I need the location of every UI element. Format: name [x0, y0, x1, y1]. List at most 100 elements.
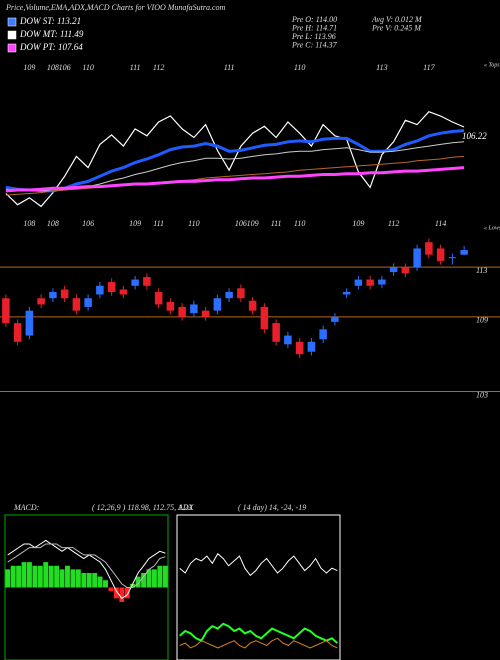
tops-title: « Tops	[484, 62, 500, 68]
candle-body	[378, 279, 386, 285]
low-label: 111	[153, 219, 164, 228]
top-label: 117	[423, 63, 435, 72]
histogram-bar	[130, 583, 136, 588]
legend-swatch	[7, 30, 17, 40]
candle-body	[178, 306, 186, 317]
candle-body	[401, 267, 410, 274]
legend-swatch	[7, 17, 17, 27]
low-label: 106	[82, 219, 94, 228]
low-label: 108	[47, 219, 59, 228]
top-label: 113	[376, 63, 387, 72]
low-label: 110	[188, 219, 199, 228]
info-text: Pre H: 114.71	[291, 23, 337, 32]
top-label: 112	[153, 63, 164, 72]
histogram-bar	[27, 562, 32, 588]
adx-subtitle: ( 14 day) 14, -24, -19	[238, 503, 306, 512]
candle-body	[295, 341, 304, 355]
histogram-bar	[113, 587, 119, 599]
candle-body	[307, 341, 316, 352]
candle-body	[143, 277, 151, 286]
candle-body	[366, 279, 374, 286]
histogram-bar	[162, 565, 168, 588]
histogram-bar	[135, 576, 141, 588]
histogram-bar	[103, 580, 108, 588]
low-label: 108	[23, 219, 35, 228]
candle-body	[166, 301, 175, 311]
histogram-bar	[124, 587, 130, 599]
histogram-bar	[59, 569, 65, 588]
series-line	[5, 155, 465, 196]
panel-frame	[4, 514, 169, 660]
low-label: 109	[247, 219, 259, 228]
histogram-bar	[97, 576, 103, 588]
candle-body	[389, 267, 398, 273]
histogram-bar	[75, 569, 81, 588]
y-tick-label: 113	[476, 266, 487, 275]
candle-body	[107, 282, 116, 292]
candle-body	[60, 289, 69, 299]
candle-body	[284, 335, 292, 345]
top-label: 110	[82, 63, 93, 72]
series-line	[179, 637, 338, 649]
histogram-bar	[81, 573, 87, 588]
candle-body	[319, 329, 327, 340]
histogram-bar	[70, 569, 76, 588]
candle-body	[342, 292, 351, 295]
histogram-bar	[151, 569, 157, 588]
histogram-bar	[86, 573, 92, 588]
low-label: 111	[271, 219, 282, 228]
chart-title: Price,Volume,EMA,ADX,MACD Charts for VIO…	[5, 3, 226, 12]
histogram-bar	[54, 565, 60, 588]
candle-body	[84, 298, 92, 307]
panel-frame	[176, 514, 341, 660]
histogram-bar	[146, 569, 152, 588]
candle-body	[354, 279, 363, 286]
candle-body	[49, 292, 57, 299]
candle-body	[201, 310, 210, 317]
low-label: 112	[388, 219, 399, 228]
info-text: Pre O: 114.00	[291, 15, 337, 24]
histogram-bar	[65, 565, 70, 588]
histogram-bar	[119, 587, 125, 602]
top-label: 106	[59, 63, 71, 72]
series-line	[179, 622, 338, 644]
candle-body	[237, 288, 245, 299]
legend-label: DOW MT: 111.49	[19, 29, 84, 39]
info-text: Pre C: 114.37	[291, 40, 338, 49]
y-tick-label: 109	[476, 316, 488, 325]
low-label: 109	[129, 219, 141, 228]
histogram-bar	[108, 587, 114, 592]
candle-body	[425, 242, 433, 255]
histogram-bar	[5, 569, 11, 588]
legend-label: DOW PT: 107.64	[19, 42, 83, 52]
candle-body	[260, 306, 269, 330]
candle-body	[413, 248, 421, 268]
candle-body	[225, 292, 233, 299]
candle-body	[96, 285, 104, 295]
y-tick-label: 103	[476, 390, 488, 399]
top-label: 108	[47, 63, 59, 72]
candle-body	[436, 248, 445, 261]
candle-body	[448, 257, 457, 259]
low-label: 114	[435, 219, 446, 228]
candle-body	[213, 298, 222, 311]
candle-body	[460, 250, 468, 255]
adx-title: ADX	[177, 503, 195, 512]
last-price: 106.22	[462, 131, 487, 141]
info-text: Pre V: 0.245 M	[371, 23, 422, 32]
legend-swatch	[7, 43, 17, 53]
series-line	[5, 129, 465, 193]
top-label: 111	[130, 63, 141, 72]
top-label: 109	[23, 63, 35, 72]
legend-label: DOW ST: 113.21	[19, 16, 81, 26]
lows-title: « Lows	[484, 225, 500, 231]
series-line	[5, 166, 465, 193]
low-label: 110	[294, 219, 305, 228]
low-label: 109	[352, 219, 364, 228]
histogram-bar	[32, 565, 38, 588]
candle-body	[131, 279, 139, 286]
macd-title: MACD:	[13, 503, 40, 512]
candle-body	[272, 323, 280, 342]
top-label: 110	[294, 63, 305, 72]
